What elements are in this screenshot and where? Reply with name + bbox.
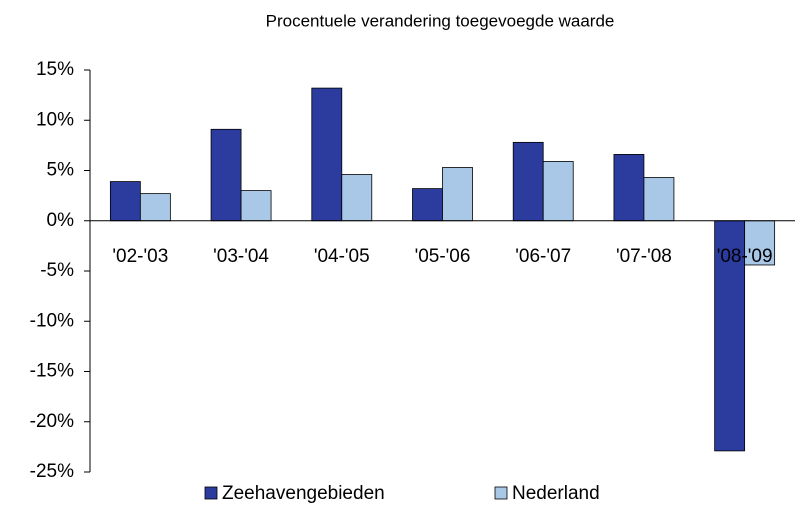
y-tick-label: -5% xyxy=(40,260,74,281)
x-tick-label: '03-'04 xyxy=(213,246,269,267)
bar xyxy=(109,181,141,222)
bar xyxy=(512,141,544,222)
y-tick-label: -25% xyxy=(30,461,74,482)
bar xyxy=(643,177,675,222)
y-tick-label: 15% xyxy=(36,59,74,80)
legend-swatch xyxy=(494,486,508,500)
legend-label: Nederland xyxy=(512,483,600,504)
y-tick-label: 5% xyxy=(47,160,75,181)
legend-swatch xyxy=(204,486,218,500)
y-tick-label: 0% xyxy=(47,210,75,231)
y-tick-label: -15% xyxy=(30,361,74,382)
chart-title: Procentuele verandering toegevoegde waar… xyxy=(266,11,615,30)
x-tick-label: '07-'08 xyxy=(616,246,672,267)
bar xyxy=(139,193,171,222)
x-tick-label: '04-'05 xyxy=(314,246,370,267)
y-tick-label: -20% xyxy=(30,411,74,432)
y-tick-label: -10% xyxy=(30,310,74,331)
bar xyxy=(341,174,373,222)
bar xyxy=(311,87,343,222)
x-tick-label: '06-'07 xyxy=(515,246,571,267)
x-tick-label: '02-'03 xyxy=(112,246,168,267)
bar xyxy=(412,188,443,222)
bar xyxy=(240,190,272,222)
x-tick-label: '05-'06 xyxy=(415,246,471,267)
bar xyxy=(613,154,645,222)
bar xyxy=(442,167,473,222)
bar xyxy=(542,161,574,222)
legend-label: Zeehavengebieden xyxy=(222,483,385,504)
bar xyxy=(210,128,242,222)
x-tick-label: '08-'09 xyxy=(717,246,773,267)
y-tick-label: 10% xyxy=(36,109,74,130)
